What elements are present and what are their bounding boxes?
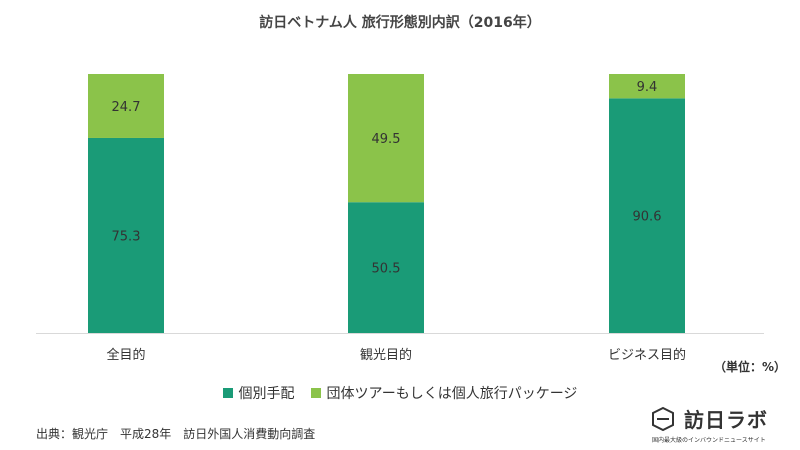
bar-package-1: [348, 74, 424, 203]
data-label-individual-2: 90.6: [633, 210, 662, 225]
legend-swatch-package: [310, 388, 321, 398]
legend-label-individual: 個別手配: [238, 386, 295, 402]
bar-package-2: [609, 74, 685, 99]
bar-individual-0: [88, 137, 164, 333]
logo-name: 訪日ラボ: [684, 408, 768, 432]
data-label-individual-1: 50.5: [372, 262, 401, 277]
legend: 個別手配 団体ツアーもしくは個人旅行パッケージ: [0, 383, 800, 403]
unit-label: （単位：%）: [714, 360, 787, 374]
legend-item-package: 団体ツアーもしくは個人旅行パッケージ: [310, 383, 578, 403]
category-label-1: 観光目的: [360, 347, 412, 363]
bar-individual-2: [609, 98, 685, 333]
bar-individual-1: [348, 202, 424, 333]
logo-icon: [652, 406, 674, 431]
legend-swatch-individual: [222, 388, 233, 398]
category-label-2: ビジネス目的: [608, 347, 686, 363]
legend-item-individual: 個別手配: [222, 383, 295, 403]
stacked-bar-chart: 75.3 24.7 全目的 50.5 49.5 観光目的 90.6 9.4 ビジネス目的: [36, 74, 764, 363]
chart-title: 訪日ベトナム人 旅行形態別内訳（2016年）: [259, 15, 541, 31]
source-note: 出典：観光庁 平成28年 訪日外国人消費動向調査: [36, 427, 316, 441]
data-label-individual-0: 75.3: [112, 229, 141, 244]
data-label-package-1: 49.5: [372, 132, 401, 147]
category-label-0: 全目的: [106, 347, 145, 363]
legend-label-package: 団体ツアーもしくは個人旅行パッケージ: [326, 386, 578, 402]
logo-tagline: 国内最大級のインバウンドニュースサイト: [652, 437, 766, 444]
bar-package-0: [88, 74, 164, 138]
data-label-package-0: 24.7: [112, 100, 141, 115]
data-label-package-2: 9.4: [637, 80, 658, 95]
logo: 訪日ラボ 国内最大級のインバウンドニュースサイト: [650, 404, 790, 446]
